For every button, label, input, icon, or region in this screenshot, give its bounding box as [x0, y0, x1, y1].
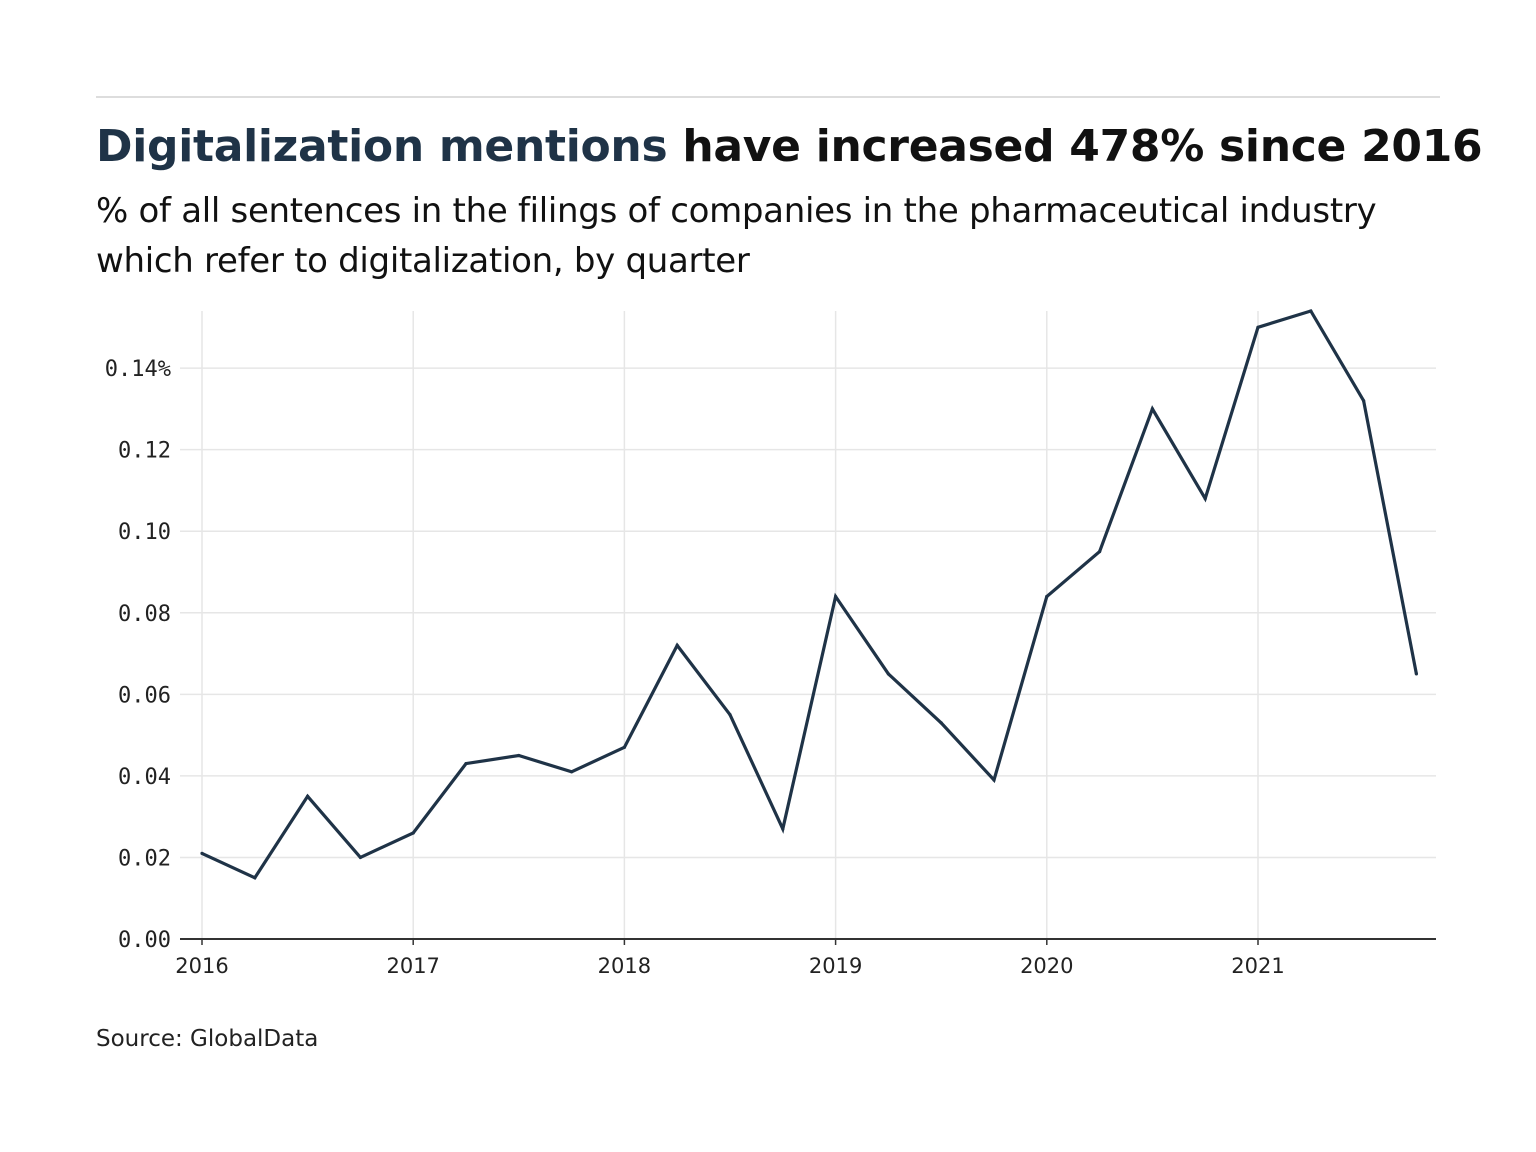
x-tick-label: 2018 [598, 954, 651, 978]
y-tick-label: 0.12 [118, 439, 171, 464]
chart-title: Digitalization mentions have increased 4… [96, 117, 1483, 177]
data-point [517, 753, 521, 758]
y-tick-label: 0.10 [118, 520, 171, 545]
line-chart: 0.00 0.02 0.04 0.06 0.08 0.10 0.12 0.14% 2016 201… [105, 309, 1436, 978]
x-tick-label: 2017 [386, 954, 439, 978]
series-layer [200, 309, 1418, 880]
data-point [411, 831, 415, 835]
data-point [834, 594, 838, 599]
tick-label-layer: 0.00 0.02 0.04 0.06 0.08 0.10 0.12 0.14% 2016 201… [105, 357, 1285, 978]
y-tick-label: 0.02 [118, 846, 171, 871]
x-tick-label: 2020 [1020, 954, 1073, 978]
data-point [570, 770, 574, 774]
data-point [939, 721, 943, 725]
source-note: Source: GlobalData [96, 1026, 319, 1052]
series-line [201, 309, 1418, 880]
grid-layer [180, 311, 1436, 939]
data-point [306, 794, 310, 798]
y-tick-label: 0.00 [118, 928, 171, 953]
data-point [1309, 309, 1313, 313]
y-tick-label: 0.14% [105, 357, 171, 382]
data-point [1414, 672, 1418, 676]
data-point [675, 643, 679, 648]
data-point [1098, 550, 1102, 554]
data-point [1256, 325, 1260, 329]
data-point [992, 778, 996, 782]
data-point [886, 672, 891, 676]
data-point [622, 745, 627, 749]
data-point [253, 876, 257, 880]
data-point [1150, 407, 1154, 411]
data-point [781, 827, 785, 831]
x-tick-label: 2021 [1231, 954, 1284, 978]
data-point [1045, 594, 1049, 599]
x-tick-label: 2019 [809, 954, 862, 978]
top-rule [96, 96, 1440, 98]
data-point [728, 713, 732, 717]
title-highlight: Digitalization mentions [96, 121, 668, 172]
title-rest: have increased 478% since 2016 [667, 121, 1483, 172]
axis-layer [180, 938, 1436, 945]
data-point [1203, 497, 1207, 501]
data-point [358, 855, 362, 860]
data-point [464, 762, 468, 766]
x-tick-label: 2016 [175, 954, 228, 978]
chart-subtitle: % of all sentences in the filings of com… [96, 191, 1377, 281]
y-tick-label: 0.06 [118, 683, 171, 708]
data-point [200, 851, 204, 856]
data-point [1362, 399, 1366, 403]
y-tick-label: 0.08 [118, 602, 171, 627]
y-tick-label: 0.04 [118, 765, 171, 790]
